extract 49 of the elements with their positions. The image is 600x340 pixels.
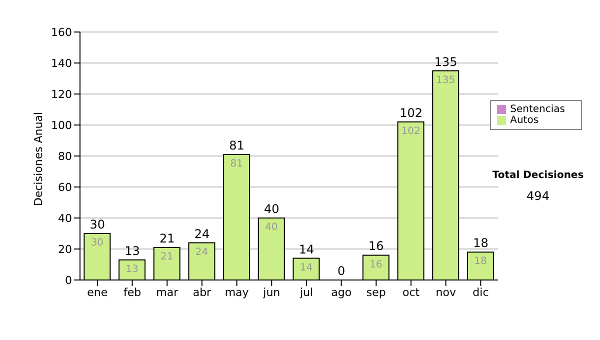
x-tick-label: may [224,286,250,299]
data-label: 40 [265,222,278,234]
x-tick-label: jul [298,286,314,299]
data-label: 21 [160,252,174,263]
data-label: 18 [474,256,487,268]
x-tick-label: dic [472,286,489,299]
x-tick-label: feb [123,286,142,299]
total-label: 30 [90,218,106,232]
x-tick-label: ene [87,286,108,299]
legend-label: Autos [510,115,539,126]
x-tick-label: nov [436,286,456,299]
data-label: 24 [195,246,208,258]
y-tick-label: 160 [51,26,72,39]
total-label: 102 [400,106,422,120]
y-tick-label: 120 [51,88,72,101]
data-label: 13 [126,264,138,275]
y-tick-label: 40 [58,212,72,225]
total-label: 24 [194,226,210,241]
total-label: 81 [229,138,244,152]
total-label: 0 [338,264,346,278]
y-axis-title: Decisiones Anual [32,112,45,206]
total-label: 21 [159,231,175,246]
x-tick-label: abr [192,286,212,299]
data-label: 30 [90,238,104,249]
data-label: 16 [370,259,382,270]
y-tick-label: 20 [58,242,72,256]
data-label: 135 [436,74,456,86]
legend-label: Sentencias [510,104,565,115]
x-tick-label: jun [262,286,280,299]
total-label: 16 [368,239,384,254]
data-label: 102 [401,126,420,137]
x-tick-label: ago [331,286,352,299]
text: 494 [526,189,550,203]
data-label: 14 [300,262,313,274]
total-label: 13 [124,244,140,258]
total-label: 40 [264,202,280,216]
y-tick-label: 60 [58,180,72,194]
y-tick-label: 140 [51,56,72,70]
x-tick-label: sep [366,286,386,299]
x-tick-label: mar [156,286,179,299]
total-label: 18 [473,236,488,250]
y-tick-label: 0 [65,274,72,287]
y-tick-label: 100 [51,118,72,132]
x-tick-label: oct [402,286,420,299]
annotation: Total Decisiones [491,170,585,181]
y-tick-label: 80 [58,150,72,163]
total-label: 14 [298,242,314,256]
data-label: 81 [230,158,243,170]
total-label: 135 [434,54,458,69]
